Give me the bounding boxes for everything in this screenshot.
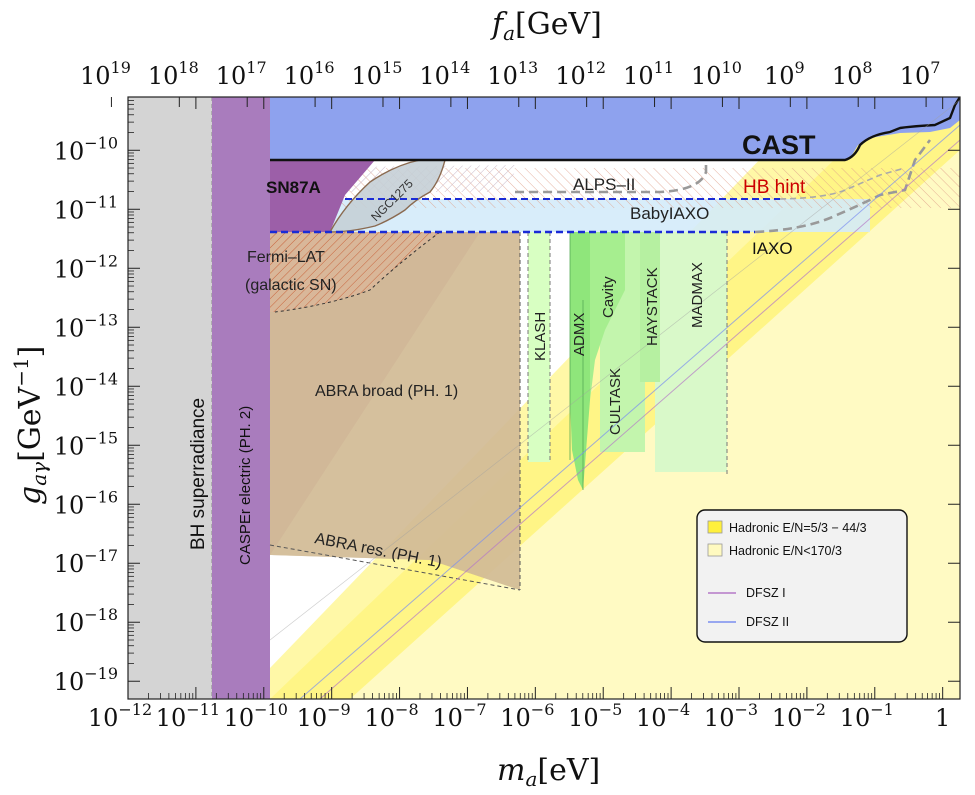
- y-tick-label: 10−17: [54, 546, 118, 578]
- legend-item-hadronic-wide: Hadronic E/N<170/3: [707, 543, 842, 558]
- y-tick-label: 10−10: [54, 133, 118, 165]
- top-tick-label: 109: [764, 58, 805, 90]
- fermi-label-line2: (galactic SN): [245, 277, 337, 294]
- x-tick-label: 10−11: [156, 700, 220, 732]
- haystack-label: HAYSTACK: [644, 267, 661, 346]
- fermi-lat-region: [270, 232, 440, 312]
- cast-label: CAST: [742, 130, 816, 160]
- svg-text:DFSZ II: DFSZ II: [746, 615, 789, 629]
- y-tick-label: 10−11: [54, 192, 118, 224]
- plot-frame: [127, 96, 961, 700]
- madmax-label: MADMAX: [689, 262, 706, 328]
- top-tick-label: 108: [832, 58, 873, 90]
- y-tick-label: 10−18: [54, 605, 118, 637]
- top-tick-label: 1011: [623, 58, 674, 90]
- hb-hint-label: HB hint: [743, 177, 806, 198]
- x-tick-label: 10−5: [568, 700, 622, 732]
- x-axis-ticks: 10−12 10−11 10−10 10−9 10−8 10−7 10−6 10−5 10−4 1…: [88, 97, 950, 732]
- top-tick-label: 1018: [148, 58, 199, 90]
- top-tick-label: 1016: [284, 58, 335, 90]
- klash-label: KLASH: [532, 312, 549, 361]
- klash-region: [528, 232, 550, 462]
- haystack-region: [640, 232, 660, 382]
- x-tick-label: 10−9: [297, 700, 351, 732]
- y-axis-ticks: 10−10 10−11 10−12 10−13 10−14 10−15 10−16 10−17…: [54, 96, 960, 696]
- x-tick-label: 1: [935, 704, 950, 732]
- iaxo-label: IAXO: [752, 239, 793, 258]
- y-tick-label: 10−16: [54, 487, 118, 519]
- top-tick-label: 1017: [216, 58, 267, 90]
- y-tick-label: 10−14: [54, 369, 118, 401]
- top-tick-label: 107: [900, 58, 941, 90]
- y-axis-label: gaγ[GeV−1]: [9, 346, 51, 505]
- bh-superradiance-region: [128, 97, 212, 699]
- x-tick-label: 10−3: [704, 700, 758, 732]
- x-axis-label: ma[eV]: [497, 753, 600, 791]
- x-tick-label: 10−6: [500, 700, 554, 732]
- bh-label: BH superradiance: [188, 398, 209, 550]
- x-tick-label: 10−4: [636, 700, 690, 732]
- admx-label: ADMX: [571, 313, 588, 356]
- legend-item-dfsz1: DFSZ I: [708, 586, 786, 600]
- top-axis-ticks: 1019 1018 1017 1016 1015 1014 1013 1012 1011 1010…: [80, 58, 940, 107]
- x-tick-label: 10−2: [772, 700, 826, 732]
- madmax-region: [655, 232, 727, 472]
- svg-text:DFSZ I: DFSZ I: [746, 586, 786, 600]
- alps2-label: ALPS–II: [573, 175, 635, 194]
- x-tick-label: 10−1: [840, 700, 894, 732]
- fermi-label-line1: Fermi–LAT: [247, 249, 325, 266]
- sn87a-region: [270, 160, 375, 232]
- dfsz1-line: [319, 139, 960, 699]
- babyiaxo-label: BabyIAXO: [630, 204, 709, 223]
- x-tick-label: 10−12: [88, 700, 152, 732]
- y-tick-label: 10−13: [54, 310, 118, 342]
- x-tick-label: 10−10: [224, 700, 288, 732]
- y-tick-label: 10−12: [54, 251, 118, 283]
- cultask-label: CULTASK: [607, 368, 624, 435]
- top-axis-label: fa[GeV]: [490, 7, 602, 45]
- cast-region: [270, 97, 960, 160]
- y-tick-label: 10−15: [54, 428, 118, 460]
- top-tick-label: 1013: [487, 58, 538, 90]
- top-tick-label: 1010: [691, 58, 742, 90]
- top-tick-label: 1014: [419, 58, 470, 90]
- top-tick-label: 1012: [555, 58, 606, 90]
- legend-item-dfsz2: DFSZ II: [708, 615, 789, 629]
- svg-text:Hadronic E/N<170/3: Hadronic E/N<170/3: [729, 544, 842, 558]
- abra-res-region: [270, 232, 520, 590]
- sn87a-label: SN87A: [266, 178, 321, 197]
- legend: Hadronic E/N=5/3 − 44/3 Hadronic E/N<170…: [696, 509, 908, 643]
- svg-text:Hadronic E/N=5/3 − 44/3: Hadronic E/N=5/3 − 44/3: [729, 521, 867, 535]
- top-tick-label: 1019: [80, 58, 131, 90]
- top-tick-label: 1015: [352, 58, 403, 90]
- admx-region: [570, 232, 590, 490]
- ngc1275-region: [328, 159, 446, 233]
- cavity-region: [590, 232, 625, 400]
- x-tick-label: 10−8: [364, 700, 418, 732]
- x-tick-label: 10−7: [432, 700, 486, 732]
- casper-label: CASPEr electric (PH. 2): [237, 406, 254, 565]
- y-tick-label: 10−19: [54, 664, 118, 696]
- legend-item-hadronic-narrow: Hadronic E/N=5/3 − 44/3: [707, 520, 867, 535]
- cavity-label: Cavity: [600, 276, 617, 318]
- casper-region: [212, 97, 270, 699]
- abra-broad-label: ABRA broad (PH. 1): [315, 383, 458, 400]
- dfsz2-line: [299, 124, 960, 699]
